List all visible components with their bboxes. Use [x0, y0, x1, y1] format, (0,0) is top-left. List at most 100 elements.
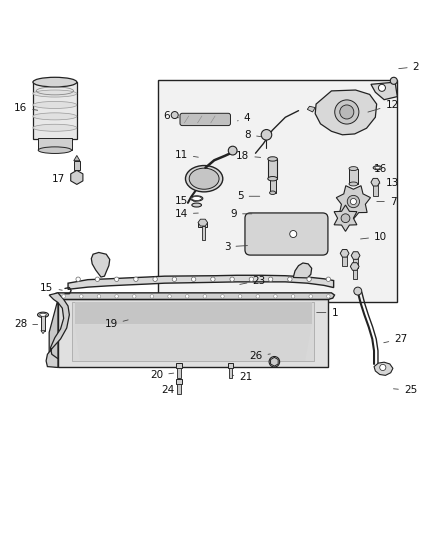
Bar — [177, 368, 180, 378]
Polygon shape — [74, 303, 311, 325]
Ellipse shape — [339, 105, 353, 119]
Text: 13: 13 — [376, 178, 398, 188]
Text: 25: 25 — [392, 385, 416, 395]
Bar — [74, 161, 80, 171]
Circle shape — [152, 277, 157, 281]
Circle shape — [97, 295, 100, 298]
Bar — [352, 269, 356, 279]
Circle shape — [220, 295, 224, 298]
Polygon shape — [339, 249, 348, 257]
Ellipse shape — [348, 167, 357, 171]
Circle shape — [150, 295, 153, 298]
Circle shape — [255, 295, 259, 298]
FancyBboxPatch shape — [244, 213, 327, 255]
Ellipse shape — [191, 197, 201, 200]
Ellipse shape — [33, 101, 77, 108]
Polygon shape — [58, 300, 328, 367]
Circle shape — [171, 111, 178, 118]
Circle shape — [79, 295, 83, 298]
Text: 10: 10 — [360, 232, 386, 241]
Circle shape — [76, 277, 80, 281]
Polygon shape — [314, 90, 376, 135]
Ellipse shape — [33, 113, 77, 120]
Circle shape — [291, 295, 294, 298]
Ellipse shape — [33, 77, 77, 87]
Circle shape — [115, 295, 118, 298]
Circle shape — [308, 295, 312, 298]
Polygon shape — [46, 293, 69, 367]
Circle shape — [340, 214, 349, 223]
Polygon shape — [68, 275, 333, 289]
Text: 16: 16 — [373, 164, 386, 174]
Polygon shape — [370, 82, 396, 100]
Bar — [228, 368, 232, 378]
Bar — [353, 258, 357, 268]
Bar — [198, 222, 207, 227]
Circle shape — [191, 277, 195, 281]
Circle shape — [346, 196, 359, 208]
Circle shape — [134, 277, 138, 281]
Text: 17: 17 — [52, 174, 73, 184]
Ellipse shape — [38, 312, 49, 318]
Polygon shape — [53, 293, 334, 300]
Polygon shape — [41, 330, 45, 334]
Text: 27: 27 — [383, 334, 406, 344]
Ellipse shape — [33, 90, 77, 97]
Polygon shape — [333, 205, 356, 231]
Circle shape — [268, 357, 279, 367]
Circle shape — [132, 295, 136, 298]
Polygon shape — [71, 171, 83, 184]
Circle shape — [350, 198, 356, 205]
Text: 2: 2 — [398, 62, 418, 72]
Circle shape — [273, 295, 276, 298]
Circle shape — [249, 277, 253, 281]
Polygon shape — [72, 303, 313, 361]
Bar — [176, 363, 181, 368]
Bar — [41, 314, 45, 330]
Polygon shape — [198, 219, 207, 226]
Polygon shape — [350, 263, 358, 270]
Text: 1: 1 — [316, 308, 337, 318]
Ellipse shape — [40, 313, 46, 316]
Circle shape — [114, 277, 119, 281]
Bar — [372, 185, 377, 196]
Text: 14: 14 — [174, 209, 198, 219]
Polygon shape — [91, 253, 110, 277]
Ellipse shape — [185, 166, 223, 192]
FancyBboxPatch shape — [180, 114, 230, 126]
Text: 24: 24 — [161, 385, 179, 395]
Bar — [201, 226, 204, 240]
Circle shape — [261, 130, 271, 140]
Text: 11: 11 — [174, 150, 198, 159]
Ellipse shape — [190, 196, 202, 201]
Text: 7: 7 — [376, 197, 396, 206]
Text: 5: 5 — [237, 191, 259, 201]
Circle shape — [389, 77, 396, 84]
Ellipse shape — [334, 100, 358, 124]
Text: 15: 15 — [174, 196, 196, 206]
Circle shape — [238, 295, 241, 298]
Polygon shape — [74, 325, 311, 361]
Ellipse shape — [267, 176, 277, 181]
Text: 16: 16 — [14, 102, 38, 112]
Polygon shape — [293, 263, 311, 278]
Ellipse shape — [374, 166, 379, 169]
Polygon shape — [158, 80, 396, 302]
Circle shape — [325, 277, 330, 281]
Bar — [348, 168, 357, 184]
Ellipse shape — [348, 182, 357, 186]
Circle shape — [95, 277, 99, 281]
Bar — [267, 159, 277, 179]
Bar — [33, 82, 77, 139]
Circle shape — [167, 295, 171, 298]
Circle shape — [326, 295, 329, 298]
Polygon shape — [270, 357, 278, 366]
Text: 12: 12 — [367, 100, 398, 112]
Bar — [269, 177, 275, 193]
Bar — [342, 256, 346, 265]
Circle shape — [287, 277, 291, 281]
Circle shape — [62, 295, 65, 298]
Bar — [176, 379, 181, 384]
Text: 15: 15 — [40, 282, 62, 293]
Ellipse shape — [191, 203, 201, 207]
